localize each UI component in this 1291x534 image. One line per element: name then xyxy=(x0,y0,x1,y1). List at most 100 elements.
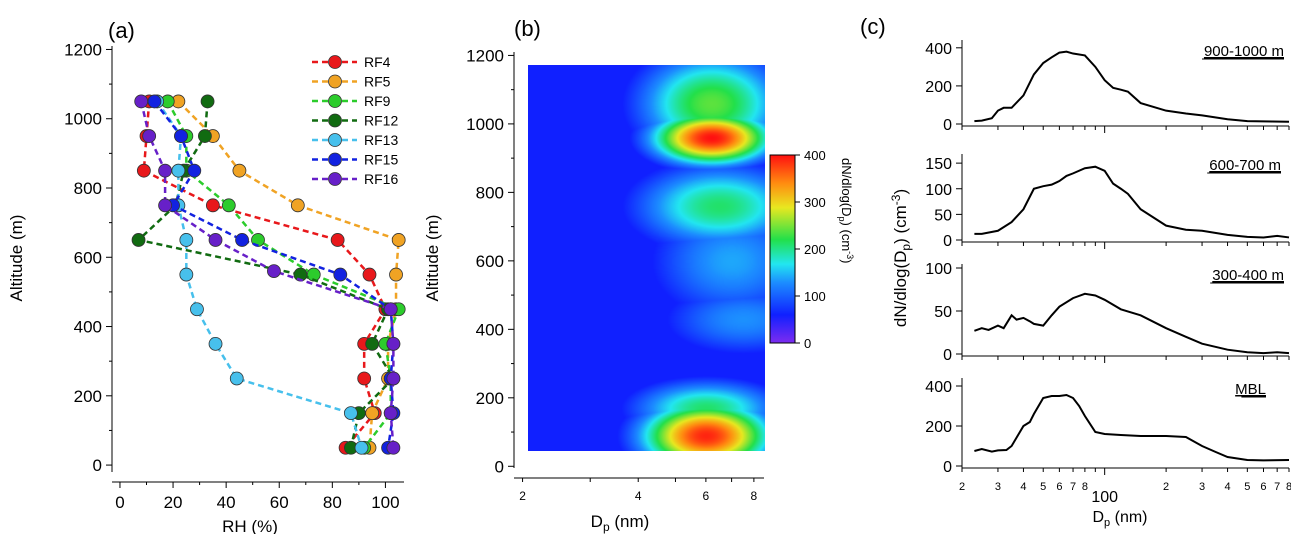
panel-a-axes: 0 200 400 600 800 1000 1200 0 20 40 60 80 100 xyxy=(64,40,404,512)
subplot-mbl: 0 200 400 MBL xyxy=(925,378,1290,476)
colorbar: 0 100 200 300 400 xyxy=(769,148,826,351)
y-tick-label: 0 xyxy=(943,233,952,250)
data-point-rf16 xyxy=(267,264,281,279)
colorbar-gradient xyxy=(769,154,796,344)
data-point-rf13 xyxy=(190,302,204,317)
heatmap-canvas xyxy=(528,65,765,451)
x-tick-label: 6 xyxy=(1056,481,1062,493)
data-point-rf16 xyxy=(158,198,172,213)
panel-b-xlabel: Dp (nm) xyxy=(591,512,650,534)
legend-marker-rf4 xyxy=(328,55,342,69)
colorbar-tick-label: 300 xyxy=(804,195,826,210)
y-tick-label: 0 xyxy=(93,456,102,475)
y-tick-label: 100 xyxy=(925,261,952,278)
subplot-label: 300-400 m xyxy=(1212,267,1284,284)
x-tick-label: 7 xyxy=(1274,481,1280,493)
data-point-rf5 xyxy=(389,267,403,282)
distribution-line xyxy=(974,165,1290,239)
panel-label-a: (a) xyxy=(108,18,135,43)
data-point-rf4 xyxy=(357,371,372,386)
x-tick-label: 8 xyxy=(751,489,758,503)
panel-a-rh-profile: 0 200 400 600 800 1000 1200 0 20 40 60 80 100 RF4 RF5… xyxy=(7,40,406,534)
y-tick-label: 1000 xyxy=(64,110,102,129)
y-tick-label: 600 xyxy=(74,248,102,267)
distribution-line xyxy=(974,50,1290,123)
x-tick-label: 6 xyxy=(1260,481,1266,493)
panel-a-ylabel: Altitude (m) xyxy=(7,215,26,302)
data-point-rf13 xyxy=(344,406,358,421)
x-tick-label: 4 xyxy=(1020,481,1026,493)
data-point-rf15 xyxy=(333,267,348,282)
series-rf4 xyxy=(136,94,393,455)
y-tick-label: 600 xyxy=(476,252,504,271)
data-point-rf13 xyxy=(208,336,223,351)
x-tick-label: 5 xyxy=(1040,481,1046,493)
x-tick-label: 80 xyxy=(323,493,342,512)
y-tick-label: 50 xyxy=(934,304,952,321)
subplot-600-700-m: 0 50 100 150 600-700 m xyxy=(925,154,1290,250)
y-tick-label: 400 xyxy=(476,320,504,339)
x-tick-label: 100 xyxy=(1091,489,1118,506)
legend-marker-rf13 xyxy=(328,133,342,147)
data-point-rf4 xyxy=(205,198,220,213)
data-point-rf9 xyxy=(221,198,236,213)
data-point-rf5 xyxy=(391,233,406,247)
subplot-label: 600-700 m xyxy=(1209,157,1281,174)
y-tick-label: 800 xyxy=(74,179,102,198)
subplot-label: 900-1000 m xyxy=(1204,43,1284,60)
distribution-line xyxy=(974,393,1290,462)
panel-label-c: (c) xyxy=(860,14,886,39)
data-point-rf16 xyxy=(383,302,398,317)
y-tick-label: 0 xyxy=(943,117,952,134)
series-rf12 xyxy=(131,94,401,455)
data-point-rf12 xyxy=(131,233,146,247)
x-tick-label: 6 xyxy=(703,489,710,503)
panel-a-series xyxy=(131,94,406,455)
x-tick-label: 2 xyxy=(1163,481,1169,493)
x-tick-label: 5 xyxy=(1244,481,1250,493)
data-point-rf16 xyxy=(134,94,149,109)
data-point-rf13 xyxy=(179,267,194,282)
panel-b-axes: 0 200 400 600 800 1000 1200 2 4 6 8 xyxy=(466,46,764,503)
y-tick-label: 400 xyxy=(74,318,102,337)
data-point-rf16 xyxy=(208,233,223,247)
series-line-rf16 xyxy=(139,101,395,448)
y-tick-label: 400 xyxy=(925,379,952,396)
series-line-rf12 xyxy=(135,101,395,449)
x-tick-label: 0 xyxy=(115,493,124,512)
x-tick-label: 2 xyxy=(959,481,965,493)
panel-a-legend: RF4 RF5 RF9 RF12 RF13 RF15 RF16 xyxy=(312,54,398,187)
data-point-rf16 xyxy=(383,406,398,421)
legend-marker-rf12 xyxy=(328,113,342,128)
y-tick-label: 0 xyxy=(943,459,952,476)
data-point-rf4 xyxy=(136,163,151,178)
data-point-rf16 xyxy=(386,440,401,455)
x-tick-label: 7 xyxy=(1070,481,1076,493)
data-point-rf15 xyxy=(147,94,162,109)
panel-label-b: (b) xyxy=(514,16,541,41)
legend-label-rf16: RF16 xyxy=(364,171,398,187)
data-point-rf15 xyxy=(187,163,202,178)
y-tick-label: 50 xyxy=(934,207,952,224)
subplot-900-1000-m: 0 200 400 900-1000 m xyxy=(925,40,1290,134)
data-point-rf13 xyxy=(229,371,244,386)
legend-label-rf9: RF9 xyxy=(364,93,391,109)
y-tick-label: 1200 xyxy=(64,40,102,59)
x-tick-label: 4 xyxy=(635,489,642,503)
data-point-rf4 xyxy=(330,233,345,247)
panel-c-xlabel: Dp (nm) xyxy=(1092,509,1147,529)
data-point-rf16 xyxy=(386,336,401,351)
panel-a-xlabel: RH (%) xyxy=(222,517,278,534)
x-tick-label: 8 xyxy=(1082,481,1088,493)
y-tick-label: 400 xyxy=(925,41,952,58)
x-tick-label: 3 xyxy=(1199,481,1205,493)
y-tick-label: 0 xyxy=(495,457,504,476)
data-point-rf5 xyxy=(232,163,247,178)
y-tick-label: 200 xyxy=(925,79,952,96)
data-point-rf16 xyxy=(142,129,157,143)
y-tick-label: 1200 xyxy=(466,46,504,65)
series-rf16 xyxy=(134,94,401,455)
legend-marker-rf9 xyxy=(328,94,342,108)
legend-marker-rf15 xyxy=(328,152,342,167)
